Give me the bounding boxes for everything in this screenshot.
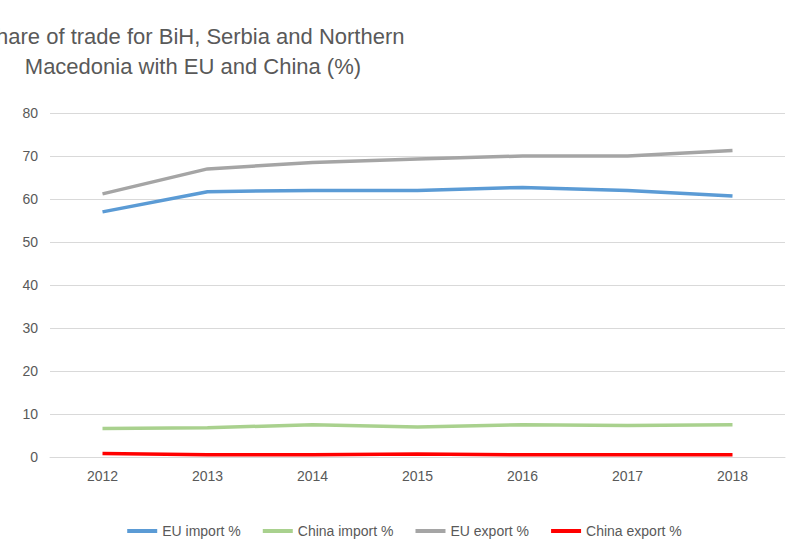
- svg-text:Macedonia with EU and China (%: Macedonia with EU and China (%): [25, 54, 361, 79]
- svg-text:80: 80: [22, 105, 38, 121]
- svg-text:50: 50: [22, 234, 38, 250]
- svg-text:2012: 2012: [87, 468, 118, 484]
- svg-text:70: 70: [22, 148, 38, 164]
- svg-text:10: 10: [22, 406, 38, 422]
- svg-text:2015: 2015: [402, 468, 433, 484]
- svg-text:40: 40: [22, 277, 38, 293]
- svg-text:30: 30: [22, 320, 38, 336]
- svg-text:Share of trade for BiH, Serbia: Share of trade for BiH, Serbia and North…: [0, 24, 405, 49]
- svg-text:EU import %: EU import %: [162, 523, 241, 539]
- svg-text:2014: 2014: [297, 468, 328, 484]
- svg-text:2016: 2016: [507, 468, 538, 484]
- svg-text:EU export %: EU export %: [450, 523, 529, 539]
- svg-text:2017: 2017: [612, 468, 643, 484]
- svg-text:China import %: China import %: [298, 523, 394, 539]
- svg-text:0: 0: [30, 449, 38, 465]
- svg-text:20: 20: [22, 363, 38, 379]
- svg-text:China export %: China export %: [586, 523, 682, 539]
- svg-text:2013: 2013: [192, 468, 223, 484]
- svg-text:60: 60: [22, 191, 38, 207]
- svg-text:2018: 2018: [717, 468, 748, 484]
